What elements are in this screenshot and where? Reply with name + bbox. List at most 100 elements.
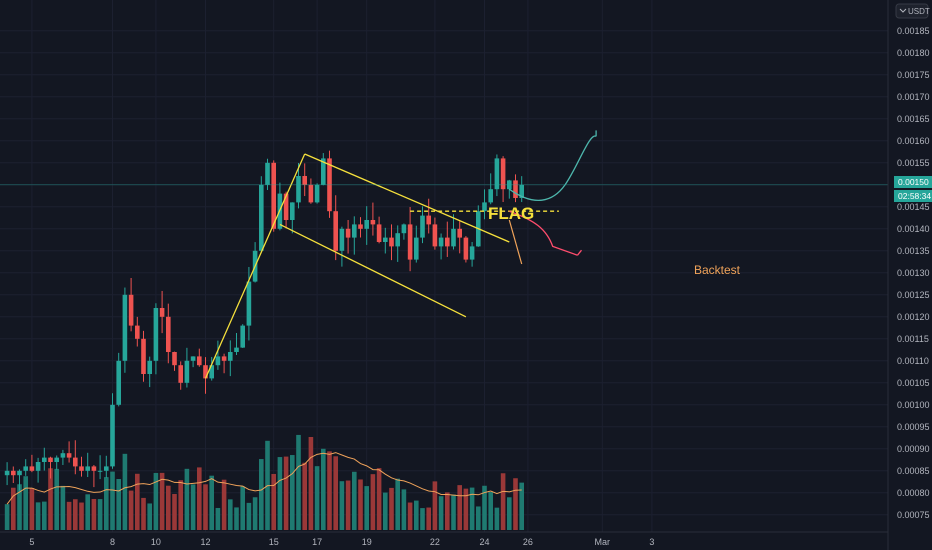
y-tick-label: 0.00075 [897, 510, 930, 520]
volume-bar [215, 507, 221, 530]
volume-bar [438, 496, 444, 530]
candle-body [215, 356, 221, 366]
candle-body [122, 294, 128, 361]
y-tick-label: 0.00125 [897, 290, 930, 300]
volume-bar [197, 467, 202, 530]
candle-body [234, 347, 239, 352]
x-tick-label: 19 [362, 537, 372, 547]
candle-body [35, 462, 41, 471]
candle-body [265, 162, 270, 185]
volume-bar [426, 507, 431, 530]
candle-body [457, 228, 462, 238]
y-tick-label: 0.00180 [897, 48, 930, 58]
x-tick-label: 12 [200, 537, 210, 547]
volume-layer [4, 434, 524, 530]
x-tick-label: 24 [479, 537, 489, 547]
x-tick-label: 5 [29, 537, 34, 547]
volume-bar [259, 459, 264, 530]
volume-bar [178, 480, 183, 530]
volume-bar [383, 492, 388, 530]
candle-body [116, 360, 121, 405]
drawings-layer [0, 130, 888, 379]
volume-bar [79, 502, 84, 530]
candle-body [159, 308, 165, 317]
volume-bar [283, 456, 289, 530]
candle-body [500, 158, 506, 190]
candle-body [364, 220, 369, 229]
volume-bar [345, 480, 351, 530]
candle-body [190, 356, 196, 361]
x-tick-label: Mar [595, 537, 611, 547]
volume-bar [469, 487, 475, 530]
candles-layer [4, 150, 524, 491]
volume-bar [296, 434, 301, 530]
volume-bar [302, 462, 307, 530]
volume-bar [513, 478, 518, 530]
candle-body [339, 228, 345, 251]
currency-label: USDT [908, 7, 930, 16]
volume-bar [476, 506, 481, 530]
volume-bar [407, 502, 413, 530]
y-tick-label: 0.00110 [897, 356, 929, 366]
volume-bar [190, 484, 196, 530]
volume-bar [488, 491, 493, 530]
candle-body [296, 176, 301, 203]
volume-bar [352, 471, 357, 530]
candle-body [314, 184, 320, 203]
volume-bar [327, 451, 332, 530]
candle-body [414, 237, 419, 260]
candle-body [91, 466, 97, 471]
volume-bar [290, 455, 295, 530]
candle-body [203, 365, 208, 379]
y-tick-label: 0.00175 [897, 70, 930, 80]
volume-bar [339, 481, 345, 530]
candle-body [283, 193, 289, 220]
candle-body [172, 352, 177, 366]
y-tick-label: 0.00100 [897, 400, 930, 410]
volume-bar [314, 466, 320, 530]
x-tick-label: 10 [151, 537, 161, 547]
volume-bar [29, 488, 35, 530]
volume-bar [457, 485, 462, 530]
volume-bar [308, 436, 314, 530]
volume-bar [166, 485, 171, 530]
volume-bar [445, 492, 450, 530]
currency-selector[interactable]: USDT [895, 3, 930, 19]
candle-body [345, 228, 351, 238]
candle-body [147, 360, 152, 374]
candle-body [426, 215, 431, 225]
volume-bar [370, 474, 376, 530]
x-tick-label: 3 [649, 537, 654, 547]
candle-body [352, 224, 357, 238]
volume-bar [122, 453, 128, 530]
y-tick-label: 0.00170 [897, 92, 930, 102]
candle-body [85, 466, 90, 471]
y-tick-label: 0.00085 [897, 466, 930, 476]
y-tick-label: 0.00160 [897, 136, 930, 146]
y-tick-label: 0.00115 [897, 334, 929, 344]
candle-body [246, 281, 252, 326]
volume-bar [246, 502, 252, 530]
candle-body [513, 180, 518, 198]
volume-ma-line [6, 452, 522, 505]
volume-bar [54, 468, 59, 530]
candle-body [451, 228, 456, 247]
y-tick-label: 0.00080 [897, 488, 930, 498]
volume-bar [221, 479, 227, 530]
candle-body [221, 356, 227, 361]
volume-bar [159, 472, 165, 530]
volume-bar [395, 478, 400, 530]
candle-body [135, 325, 140, 339]
y-tick-label: 0.00140 [897, 224, 930, 234]
volume-bar [252, 497, 258, 530]
y-axis: 0.00185 0.00180 0.00175 0.00170 0.00165 0.001… [887, 0, 930, 550]
candle-body [228, 352, 233, 361]
candle-body [376, 224, 382, 242]
volume-bar [97, 499, 103, 530]
y-tick-label: 0.00185 [897, 26, 930, 36]
volume-bar [358, 479, 363, 530]
volume-bar [11, 487, 16, 530]
candle-body [395, 233, 400, 247]
candle-body [66, 453, 72, 458]
